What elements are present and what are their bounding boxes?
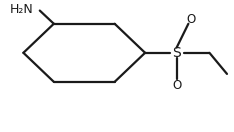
Text: H₂N: H₂N [9,3,33,16]
Text: O: O [186,13,195,26]
Text: S: S [172,46,181,60]
Text: O: O [172,79,181,92]
